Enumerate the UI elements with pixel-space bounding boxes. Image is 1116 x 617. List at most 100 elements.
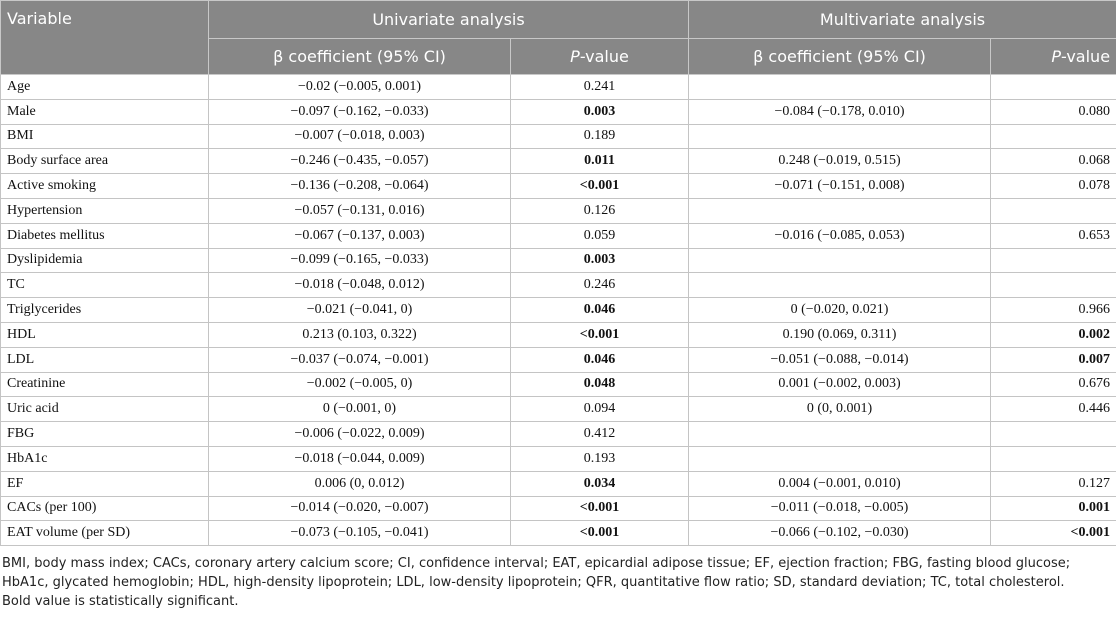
header-cell: Univariate analysis bbox=[207, 0, 690, 39]
cell: 0.190 (0.069, 0.311) bbox=[688, 321, 992, 348]
footnote: BMI, body mass index; CACs, coronary art… bbox=[2, 556, 1071, 591]
table-row: Active smoking −0.136 (−0.208, −0.064) <0.… bbox=[0, 173, 1116, 199]
cell: −0.084 (−0.178, 0.010) bbox=[688, 98, 992, 125]
cell: 0.034 bbox=[509, 470, 690, 497]
results-table: Variable Univariate analysis Multivariat… bbox=[0, 0, 1116, 547]
cell: 0.004 (−0.001, 0.010) bbox=[688, 470, 992, 497]
table-row: BMI −0.007 (−0.018, 0.003) 0.189 bbox=[0, 123, 1116, 150]
row-label: Triglycerides bbox=[0, 297, 209, 323]
cell: −0.073 (−0.105, −0.041) bbox=[208, 520, 511, 547]
cell: −0.002 (−0.005, 0) bbox=[208, 371, 511, 398]
cell bbox=[990, 421, 1116, 447]
cell: 0.001 bbox=[990, 495, 1116, 522]
header-cell: Variable bbox=[0, 0, 209, 75]
cell: −0.018 (−0.048, 0.012) bbox=[208, 272, 511, 299]
row-label: EF bbox=[0, 470, 209, 497]
table-row: Dyslipidemia −0.099 (−0.165, −0.033) 0.003 bbox=[0, 247, 1116, 274]
cell bbox=[688, 272, 992, 299]
row-label: TC bbox=[0, 272, 209, 299]
table-row: LDL −0.037 (−0.074, −0.001) 0.046 −0.051 (−… bbox=[0, 346, 1116, 373]
row-label: HDL bbox=[0, 321, 209, 348]
cell: −0.099 (−0.165, −0.033) bbox=[208, 247, 511, 274]
cell: 0.126 bbox=[509, 197, 690, 224]
cell: −0.097 (−0.162, −0.033) bbox=[208, 98, 511, 125]
row-label: EAT volume (per SD) bbox=[0, 520, 209, 547]
cell: 0.002 bbox=[990, 321, 1116, 348]
cell bbox=[688, 247, 992, 274]
row-label: FBG bbox=[0, 421, 209, 447]
table-row: Male −0.097 (−0.162, −0.033) 0.003 −0.084 (… bbox=[0, 98, 1116, 125]
row-label: LDL bbox=[0, 346, 209, 373]
cell: 0.011 bbox=[509, 148, 690, 175]
cell bbox=[990, 272, 1116, 299]
table-row: Uric acid 0 (−0.001, 0) 0.094 0 (0, 0.001) 0… bbox=[0, 396, 1116, 423]
cell: 0.078 bbox=[990, 173, 1116, 199]
cell: 0.246 bbox=[509, 272, 690, 299]
cell: 0 (−0.020, 0.021) bbox=[688, 297, 992, 323]
row-label: Diabetes mellitus bbox=[0, 222, 209, 249]
subheader-cell: β coefficient (95% CI) bbox=[688, 38, 992, 75]
cell: 0.046 bbox=[509, 346, 690, 373]
cell: <0.001 bbox=[990, 520, 1116, 547]
cell: −0.136 (−0.208, −0.064) bbox=[208, 173, 511, 199]
cell bbox=[990, 247, 1116, 274]
cell: −0.057 (−0.131, 0.016) bbox=[208, 197, 511, 224]
cell: 0.080 bbox=[990, 98, 1116, 125]
cell: −0.246 (−0.435, −0.057) bbox=[208, 148, 511, 175]
row-label: Hypertension bbox=[0, 197, 209, 224]
cell: 0.001 (−0.002, 0.003) bbox=[688, 371, 992, 398]
table-row: Triglycerides −0.021 (−0.041, 0) 0.046 0 (−… bbox=[0, 297, 1116, 323]
cell: 0.412 bbox=[509, 421, 690, 447]
table-row: CACs (per 100) −0.014 (−0.020, −0.007) <0.… bbox=[0, 495, 1116, 522]
cell: <0.001 bbox=[509, 321, 690, 348]
table-row: HDL 0.213 (0.103, 0.322) <0.001 0.190 (0.06… bbox=[0, 321, 1116, 348]
cell: −0.066 (−0.102, −0.030) bbox=[688, 520, 992, 547]
cell: −0.021 (−0.041, 0) bbox=[208, 297, 511, 323]
footnote: Bold value is statistically significant. bbox=[2, 594, 239, 610]
table-row: Creatinine −0.002 (−0.005, 0) 0.048 0.001 (… bbox=[0, 371, 1116, 398]
cell: 0.676 bbox=[990, 371, 1116, 398]
table-row: HbA1c −0.018 (−0.044, 0.009) 0.193 bbox=[0, 445, 1116, 472]
header-cell: Multivariate analysis bbox=[688, 0, 1116, 39]
cell bbox=[688, 123, 992, 150]
cell: −0.02 (−0.005, 0.001) bbox=[208, 74, 511, 100]
cell: <0.001 bbox=[509, 495, 690, 522]
row-label: Creatinine bbox=[0, 371, 209, 398]
cell: 0 (0, 0.001) bbox=[688, 396, 992, 423]
cell bbox=[990, 123, 1116, 150]
table-row: TC −0.018 (−0.048, 0.012) 0.246 bbox=[0, 272, 1116, 299]
cell: −0.016 (−0.085, 0.053) bbox=[688, 222, 992, 249]
cell: 0.446 bbox=[990, 396, 1116, 423]
cell: 0.094 bbox=[509, 396, 690, 423]
row-label: Dyslipidemia bbox=[0, 247, 209, 274]
row-label: Age bbox=[0, 74, 209, 100]
cell bbox=[990, 445, 1116, 472]
cell: 0.193 bbox=[509, 445, 690, 472]
cell: 0.048 bbox=[509, 371, 690, 398]
subheader-cell: P-value bbox=[509, 38, 690, 75]
cell: −0.006 (−0.022, 0.009) bbox=[208, 421, 511, 447]
cell: −0.018 (−0.044, 0.009) bbox=[208, 445, 511, 472]
cell: 0.213 (0.103, 0.322) bbox=[208, 321, 511, 348]
table-row: Age −0.02 (−0.005, 0.001) 0.241 bbox=[0, 74, 1116, 100]
footnotes: BMI, body mass index; CACs, coronary art… bbox=[0, 546, 1116, 611]
row-label: Body surface area bbox=[0, 148, 209, 175]
row-label: Uric acid bbox=[0, 396, 209, 423]
cell: −0.014 (−0.020, −0.007) bbox=[208, 495, 511, 522]
table-row: Diabetes mellitus −0.067 (−0.137, 0.003) 0… bbox=[0, 222, 1116, 249]
cell: 0.189 bbox=[509, 123, 690, 150]
cell bbox=[990, 197, 1116, 224]
cell: 0.966 bbox=[990, 297, 1116, 323]
table-row: Hypertension −0.057 (−0.131, 0.016) 0.126 bbox=[0, 197, 1116, 224]
cell: <0.001 bbox=[509, 173, 690, 199]
cell: −0.037 (−0.074, −0.001) bbox=[208, 346, 511, 373]
subheader-cell: β coefficient (95% CI) bbox=[208, 38, 511, 75]
row-label: HbA1c bbox=[0, 445, 209, 472]
cell: 0.006 (0, 0.012) bbox=[208, 470, 511, 497]
cell bbox=[990, 74, 1116, 100]
cell: 0.248 (−0.019, 0.515) bbox=[688, 148, 992, 175]
table-row: EF 0.006 (0, 0.012) 0.034 0.004 (−0.001, 0.… bbox=[0, 470, 1116, 497]
table-row: FBG −0.006 (−0.022, 0.009) 0.412 bbox=[0, 421, 1116, 447]
table-row: Body surface area −0.246 (−0.435, −0.057)… bbox=[0, 148, 1116, 175]
